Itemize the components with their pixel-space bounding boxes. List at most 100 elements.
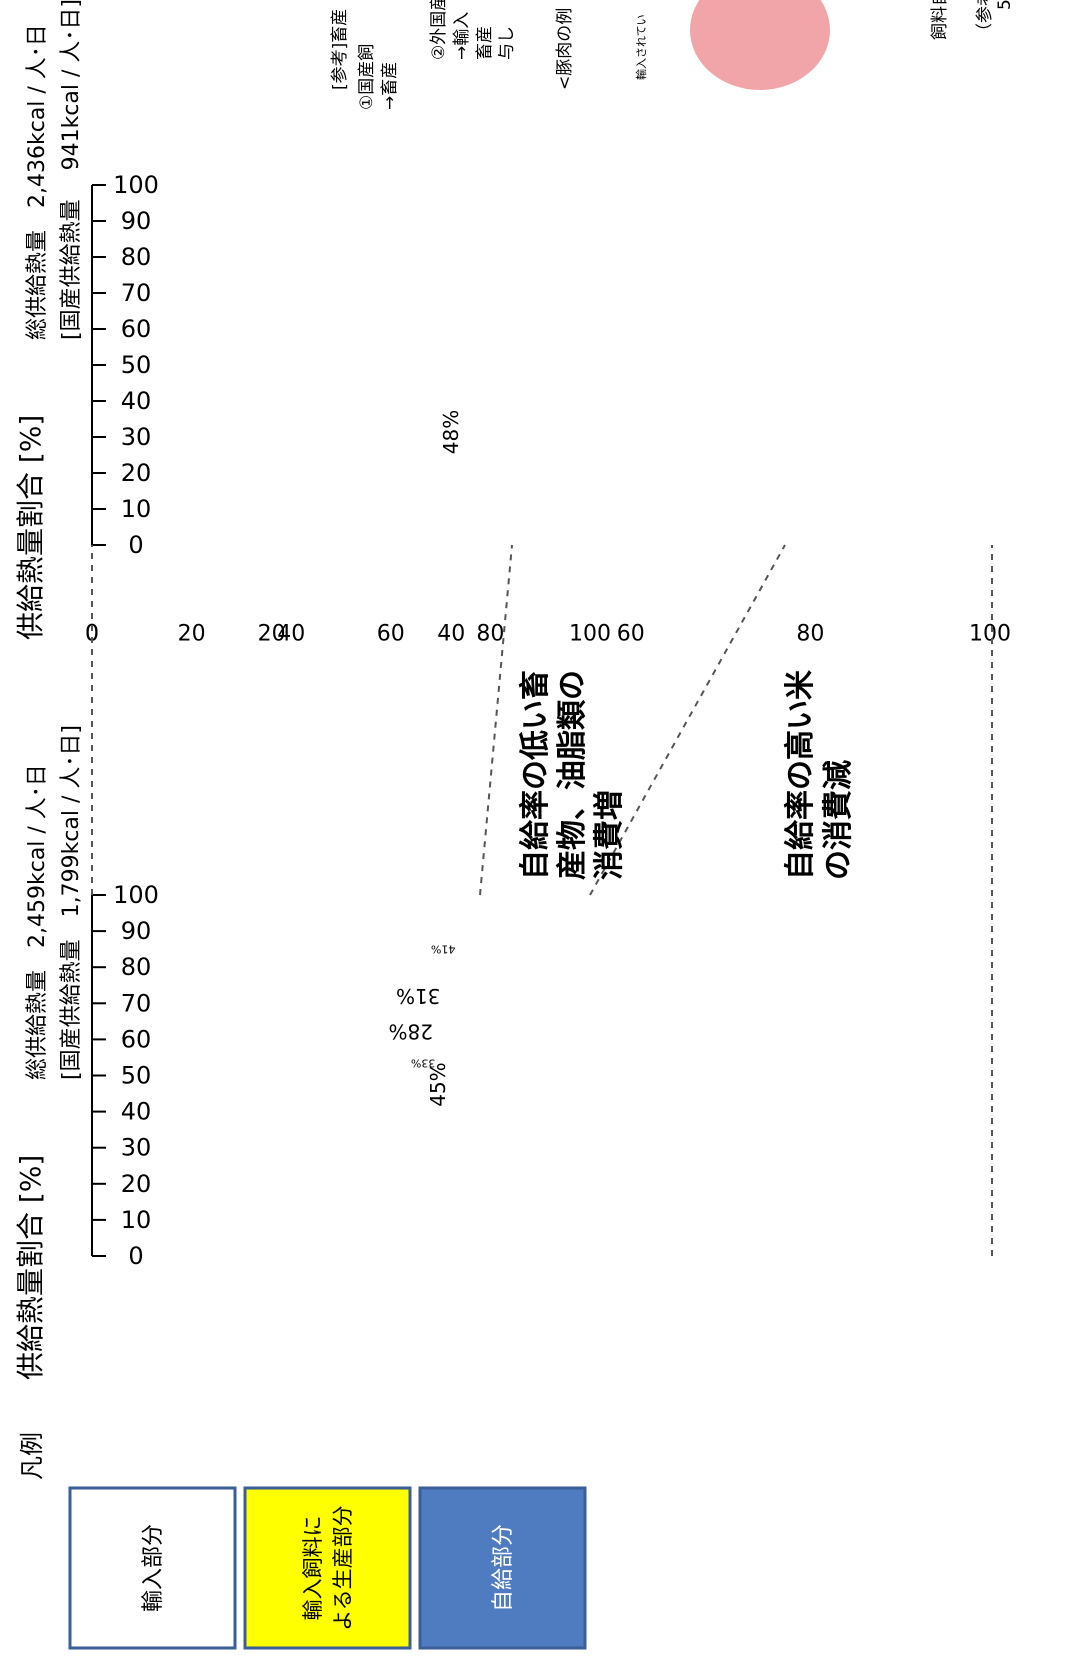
panel-2-y-axis-title: 供給熱量割合 [%] [14,415,47,640]
legend-box-imported-feed [243,1486,412,1650]
value-tick-label-60: 60 [377,622,405,647]
legend-label-self-sufficient: 自給部分 [491,1524,516,1612]
bar-label-5: 砂糖類 [147,987,192,1005]
category-tick-label-70: 70 [121,279,152,307]
connector-oil-dashed [479,544,513,896]
bar-feed-label-2: 48% [439,410,463,454]
bar-pct-label-5: 31% [396,984,440,1008]
bar-label-2: 畜産物 16 % [105,420,222,444]
note-line-1: [参考]畜産 [330,9,350,90]
annotation-rice-line-2: の消費減 [821,760,856,880]
bar-pct-label-4: 28% [388,1019,432,1043]
panel-1-domestic-supply: [国産供給熱量 1,799kcal / 人･日] [59,725,84,1080]
panel-2-bars: 米 97% 48% 畜産物 16 % 油脂類 3% 小 麦 11% 砂糖類 26% 魚介類 … [56,196,563,515]
note-line-2: ①国産飼 [357,44,377,110]
bar-label-1: 米 97% [492,491,563,515]
category-tick-label-80: 80 [121,243,152,271]
bar-feed-label-2: 45% [426,1062,450,1106]
category-tick-label-10: 10 [121,495,152,523]
legend-label-imported-feed-1: 輸入飼料に [301,1516,325,1621]
note-line-9: 輸入されてい [634,14,648,80]
note-line-4: ②外国産 [429,0,449,60]
pig-illustration [690,0,830,90]
bar-label-9: 果実 86% [285,936,326,948]
bar-label-5: 砂糖類 26% [167,283,250,301]
legend-title: 凡例 [18,1432,46,1480]
category-tick-label-30: 30 [121,1134,152,1162]
category-tick-label-20: 20 [121,459,152,487]
bar-label-9: 果 実 33% [218,230,262,242]
annotation-livestock-oil-line-1: 自給率の低い畜 [518,670,553,880]
annotation-livestock-oil-line-2: 産物、油脂類の [555,670,590,880]
bar-label-6: 魚介類 110% [313,968,369,980]
value-tick-label-80: 80 [476,622,504,647]
value-tick-label-0: 0 [85,622,99,647]
chart-panel-2: 米 97% 48% 畜産物 16 % 油脂類 3% 小 麦 11% 砂糖類 26% 魚介類 … [14,0,1011,647]
legend-box-self-sufficient [418,1486,587,1650]
panel-2-x-axis: 0 20 40 60 80 100 [85,622,1011,647]
category-tick-label-30: 30 [121,423,152,451]
value-tick-label-40: 40 [277,622,305,647]
note-line-10: 飼料自 [930,0,950,40]
category-tick-label-70: 70 [121,989,152,1017]
bar-label-8: 大豆 [185,944,203,956]
bar-label-6: 魚介類 64% [354,263,404,275]
bar-label-3: 油脂類 3% [56,366,154,390]
category-tick-label-100: 100 [113,171,159,199]
category-tick-label-80: 80 [121,953,152,981]
bar-label-4: 小 麦 11% [93,318,190,342]
category-tick-label-100: 100 [113,881,159,909]
value-tick-label-20: 20 [258,622,286,647]
category-tick-label-40: 40 [121,1098,152,1126]
value-tick-label-20: 20 [178,622,206,647]
note-line-6: 畜産 [475,26,495,60]
bar-pct-label-3: 33% [411,1056,435,1069]
panel-1-y-axis: 0 10 20 30 40 50 60 70 80 90 100 [91,881,159,1270]
bar-pct-label-8: 41% [431,943,455,956]
bar-label-10: その他 68% [206,904,317,928]
note-line-11: （参考 [975,0,995,40]
value-tick-label-40: 40 [437,622,465,647]
category-tick-label-50: 50 [121,351,152,379]
category-tick-label-90: 90 [121,917,152,945]
value-tick-label-100: 100 [969,622,1011,647]
chart-panel-1: 米 100% 45% 畜産物 47% 油脂類 33% 小麦 28% 砂糖類 31% 魚介類 110… [14,622,611,1381]
bar-label-7: 野 菜 76% [411,249,455,261]
category-tick-label-60: 60 [121,1025,152,1053]
legend-label-imported-feed-2: よる生産部分 [331,1505,355,1630]
note-line-8: <豚肉の例 [555,8,575,90]
value-tick-label-100: 100 [569,622,611,647]
category-tick-label-90: 90 [121,207,152,235]
category-tick-label-40: 40 [121,387,152,415]
note-line-12: 5 [995,0,1015,10]
bar-label-2: 畜産物 47% [184,1080,234,1092]
panel-2-total-supply: 総供給熱量 2,436kcal / 人･日 [25,24,50,340]
category-tick-label-0: 0 [128,531,143,559]
category-tick-label-60: 60 [121,315,152,343]
annotations: 自給率の低い畜 産物、油脂類の 消費増 自給率の高い米 の消費減 [518,670,856,880]
reference-note: [参考]畜産 ①国産飼 →畜産 ②外国産 →輸入 畜産 与し <豚肉の例 輸入さ… [330,0,1015,110]
category-tick-label-50: 50 [121,1062,152,1090]
bar-label-3: 油脂類 [161,1058,188,1070]
note-line-5: →輸入 [452,12,472,60]
bar-label-1: 米 100% [299,1164,383,1188]
annotation-rice-line-1: 自給率の高い米 [783,670,818,880]
bar-label-4: 小麦 [142,1019,182,1043]
bar-label-7: 野菜 100% [317,953,364,965]
panel-2-domestic-supply: [国産供給熱量 941kcal / 人･日] [59,0,84,340]
value-tick-label-80: 80 [796,622,824,647]
note-line-3: →畜産 [380,62,400,110]
panel-1-x-axis: 0 20 40 60 80 100 [85,622,611,647]
legend: 凡例 輸入部分 輸入飼料に よる生産部分 自給部分 [18,1432,587,1650]
bar-label-8: 大 豆 25% [182,239,226,251]
panel-2-y-axis: 0 10 20 30 40 50 60 70 80 90 100 [91,171,159,559]
panel-1-bars: 米 100% 45% 畜産物 47% 油脂類 33% 小麦 28% 砂糖類 31% 魚介類 110… [142,904,456,1188]
panel-1-total-supply: 総供給熱量 2,459kcal / 人･日 [25,764,50,1080]
legend-label-imported: 輸入部分 [141,1524,166,1612]
value-tick-label-0: 0 [85,622,99,647]
category-tick-label-20: 20 [121,1170,152,1198]
panel-1-y-axis-title: 供給熱量割合 [%] [14,1155,47,1380]
category-tick-label-10: 10 [121,1206,152,1234]
